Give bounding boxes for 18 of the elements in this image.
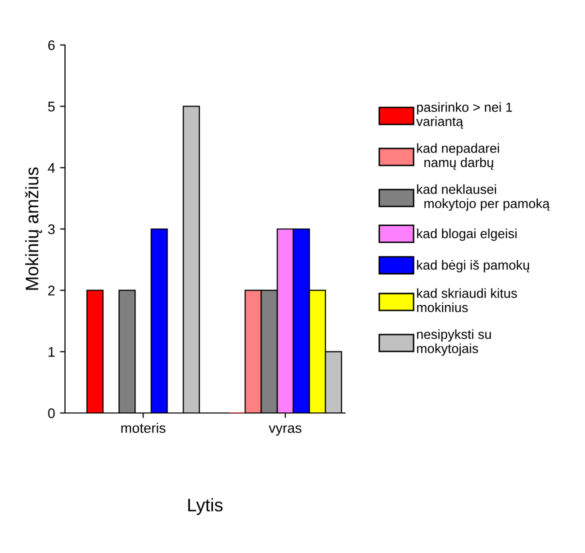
- y-tick-label: 3: [48, 224, 55, 234]
- legend-label: pasirinko > nei 1 variantą: [416, 102, 512, 129]
- legend-label: kad skriaudi kitus mokinius: [417, 288, 517, 312]
- x-tick-label: moteris: [121, 422, 166, 433]
- y-tick-label: 1: [48, 347, 55, 357]
- legend-label: kad bėgi iš pamokų: [417, 260, 530, 272]
- y-tick-label: 0: [48, 408, 55, 418]
- y-axis-title: Mokinių amžius: [25, 167, 42, 290]
- y-tick-label: 2: [48, 286, 55, 296]
- legend-label: kad blogai elgeisi: [417, 228, 517, 241]
- legend-label: kad nepadarei namų darbų: [417, 143, 499, 170]
- x-tick-label: vyras: [268, 425, 302, 436]
- y-tick-label: 4: [48, 163, 55, 173]
- y-tick-label: 5: [48, 102, 55, 112]
- y-tick-label: 6: [48, 40, 55, 50]
- legend-label: nesipyksti su mokytojais: [417, 329, 491, 356]
- legend-label: kad neklausei mokytojo per pamoką: [417, 184, 550, 211]
- x-axis-title: Lytis: [188, 498, 223, 515]
